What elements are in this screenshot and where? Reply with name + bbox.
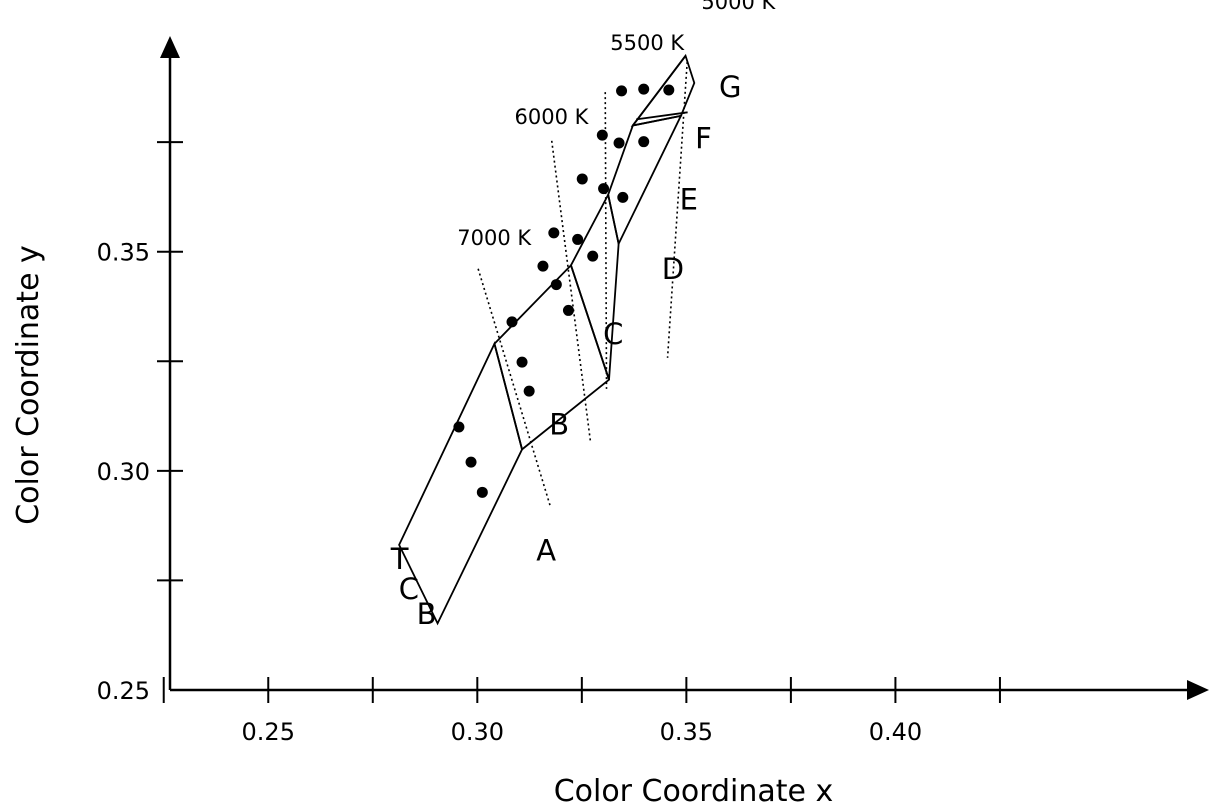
data-point	[537, 260, 549, 272]
bin-divider	[632, 55, 687, 127]
data-point	[476, 486, 488, 498]
bin-label: B	[549, 407, 569, 441]
y-axis-title: Color Coordinate y	[11, 245, 46, 525]
data-point	[516, 356, 528, 368]
data-point	[638, 83, 650, 95]
y-axis-arrowhead	[160, 36, 180, 58]
data-point	[587, 250, 599, 262]
cct-label: 5000 K	[701, 0, 776, 14]
data-point	[548, 227, 560, 239]
bin-label: F	[695, 121, 712, 155]
corner-label: C	[399, 572, 419, 606]
data-point	[562, 304, 574, 316]
x-axis-title: Color Coordinate x	[554, 774, 834, 805]
data-points	[453, 83, 675, 498]
data-point	[617, 191, 629, 203]
data-point	[598, 183, 610, 195]
y-tick-label: 0.35	[97, 239, 150, 267]
y-tick-label: 0.25	[97, 677, 150, 705]
bin-polygons	[398, 53, 696, 626]
data-point	[453, 421, 465, 433]
cct-label: 7000 K	[457, 226, 532, 250]
data-point	[638, 136, 650, 148]
cct-label: 6000 K	[515, 105, 590, 129]
data-point	[576, 173, 588, 185]
data-point	[523, 385, 535, 397]
data-point	[506, 316, 518, 328]
data-point	[465, 456, 477, 468]
data-point	[572, 233, 584, 245]
bin-divider	[636, 111, 688, 121]
x-tick-label: 0.35	[660, 718, 713, 746]
data-point	[616, 85, 628, 97]
bin-label: G	[719, 70, 741, 104]
data-point	[663, 84, 675, 96]
bin-label: C	[603, 317, 623, 351]
bin-polygon	[607, 114, 683, 247]
cct-line	[550, 140, 592, 443]
cct-label: 5500 K	[610, 31, 685, 55]
bin-label: E	[680, 183, 698, 217]
data-point	[613, 137, 625, 149]
axes: 0.25 0.30 0.35 0.40 0.25 0.30 0.35	[97, 36, 1209, 746]
y-tick-label: 0.30	[97, 458, 150, 486]
x-axis-arrowhead	[1187, 680, 1209, 700]
x-tick-label: 0.40	[869, 718, 922, 746]
bin-label: D	[662, 252, 684, 286]
cct-lines: 7000 K 6000 K 5500 K 5000 K	[457, 0, 777, 506]
bin-label: A	[536, 534, 556, 568]
x-tick-label: 0.30	[451, 718, 504, 746]
bin-polygon	[569, 192, 620, 380]
data-point	[550, 279, 562, 291]
corner-label: B	[417, 597, 437, 631]
data-point	[596, 129, 608, 141]
x-tick-label: 0.25	[242, 718, 295, 746]
cct-line	[477, 268, 551, 506]
corner-label: T	[390, 542, 409, 576]
